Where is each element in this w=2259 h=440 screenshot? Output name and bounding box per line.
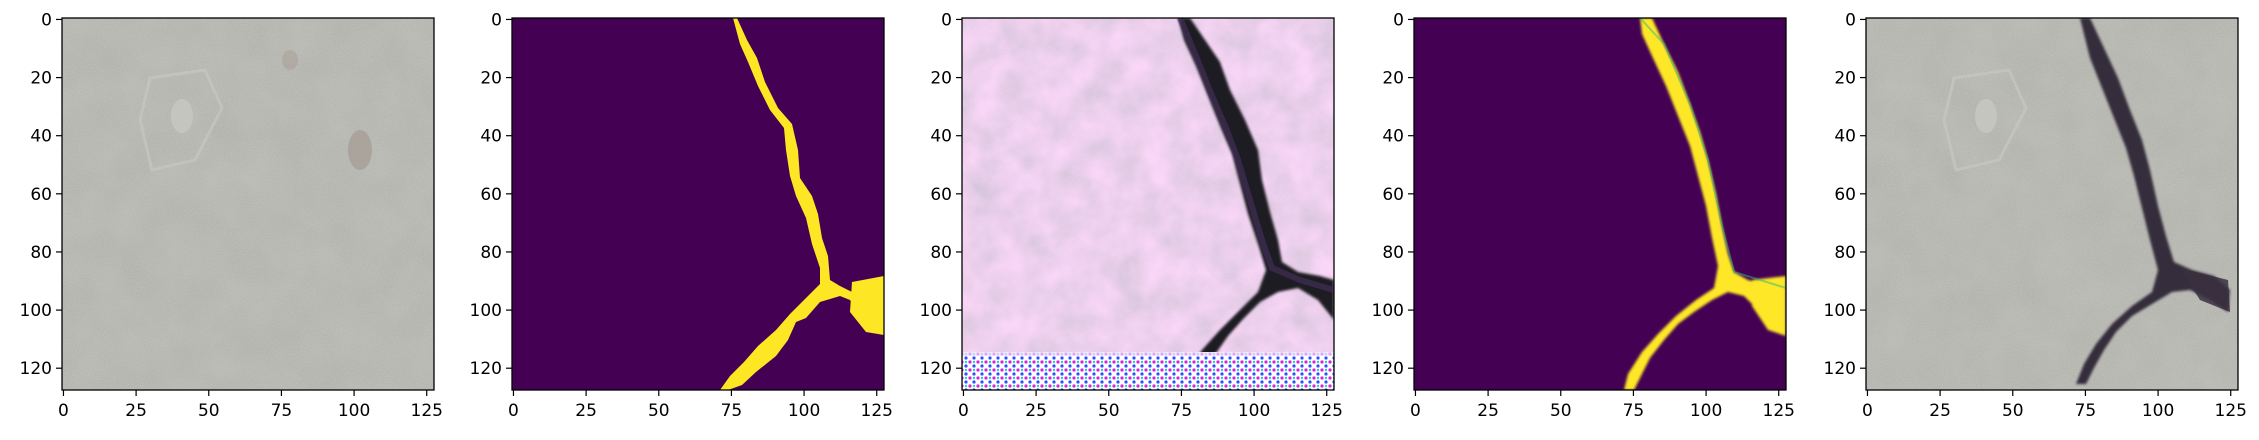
x-tick-label: 25 bbox=[1025, 401, 1047, 421]
ground-truth-mask-raster bbox=[512, 18, 884, 390]
generated-image-raster bbox=[962, 18, 1334, 390]
y-tick-label: 80 bbox=[930, 243, 952, 263]
x-tick-label: 25 bbox=[575, 401, 597, 421]
x-tick-label: 50 bbox=[1550, 401, 1572, 421]
panel-overlay-image bbox=[1865, 17, 2239, 391]
overlay-image-raster bbox=[1866, 18, 2238, 390]
y-tick-label: 60 bbox=[930, 185, 952, 205]
y-tick-label: 100 bbox=[1824, 301, 1856, 321]
x-tick-label: 50 bbox=[198, 401, 220, 421]
x-tick-label: 0 bbox=[508, 401, 519, 421]
y-tick-label: 80 bbox=[480, 243, 502, 263]
x-tick-label: 0 bbox=[958, 401, 969, 421]
x-tick-label: 100 bbox=[788, 401, 820, 421]
y-tick-label: 100 bbox=[1372, 301, 1404, 321]
x-tick-label: 0 bbox=[1862, 401, 1873, 421]
y-tick-label: 20 bbox=[930, 69, 952, 89]
axes-input-image: 0 25 50 75 100 125 0 20 40 60 80 100 120 bbox=[20, 10, 443, 421]
panel-input-image bbox=[61, 17, 435, 391]
axes-generated-image: 0 25 50 75 100 125 0 20 40 60 80 100 120 bbox=[920, 10, 1343, 421]
axes-layer: 0 25 50 75 100 125 0 20 40 60 80 100 120 0 25 50 75 100 12… bbox=[20, 10, 2247, 421]
panel-generated-image bbox=[961, 17, 1335, 391]
y-tick-label: 20 bbox=[480, 69, 502, 89]
y-tick-label: 40 bbox=[1382, 127, 1404, 147]
y-tick-label: 60 bbox=[1834, 185, 1856, 205]
y-tick-label: 0 bbox=[41, 10, 52, 30]
x-tick-label: 125 bbox=[2215, 401, 2247, 421]
axes-overlay-image: 0 25 50 75 100 125 0 20 40 60 80 100 120 bbox=[1824, 10, 2247, 421]
x-tick-label: 25 bbox=[125, 401, 147, 421]
x-tick-label: 0 bbox=[1410, 401, 1421, 421]
y-tick-label: 40 bbox=[480, 127, 502, 147]
axes-predicted-mask: 0 25 50 75 100 125 0 20 40 60 80 100 120 bbox=[1372, 10, 1795, 421]
y-tick-label: 100 bbox=[470, 301, 502, 321]
panel-ground-truth-mask bbox=[511, 17, 885, 391]
y-tick-label: 20 bbox=[1382, 69, 1404, 89]
x-tick-label: 75 bbox=[2075, 401, 2097, 421]
x-tick-label: 125 bbox=[1311, 401, 1343, 421]
y-tick-label: 0 bbox=[1393, 10, 1404, 30]
y-tick-label: 20 bbox=[1834, 69, 1856, 89]
y-tick-label: 40 bbox=[30, 127, 52, 147]
y-tick-label: 60 bbox=[1382, 185, 1404, 205]
y-tick-label: 60 bbox=[30, 185, 52, 205]
predicted-mask-raster bbox=[1414, 18, 1786, 390]
y-tick-label: 120 bbox=[470, 359, 502, 379]
y-tick-label: 100 bbox=[20, 301, 52, 321]
x-tick-label: 125 bbox=[411, 401, 443, 421]
x-tick-label: 75 bbox=[721, 401, 743, 421]
x-tick-label: 50 bbox=[2002, 401, 2024, 421]
y-tick-label: 20 bbox=[30, 69, 52, 89]
y-tick-label: 100 bbox=[920, 301, 952, 321]
x-tick-label: 25 bbox=[1477, 401, 1499, 421]
x-tick-label: 100 bbox=[2142, 401, 2174, 421]
x-tick-label: 75 bbox=[1623, 401, 1645, 421]
y-tick-label: 0 bbox=[941, 10, 952, 30]
x-tick-label: 50 bbox=[1098, 401, 1120, 421]
x-tick-label: 100 bbox=[338, 401, 370, 421]
x-tick-label: 50 bbox=[648, 401, 670, 421]
y-tick-label: 120 bbox=[1824, 359, 1856, 379]
x-tick-label: 75 bbox=[1171, 401, 1193, 421]
x-tick-label: 75 bbox=[271, 401, 293, 421]
axes-ground-truth-mask: 0 25 50 75 100 125 0 20 40 60 80 100 120 bbox=[470, 10, 893, 421]
x-tick-label: 0 bbox=[58, 401, 69, 421]
y-tick-label: 0 bbox=[491, 10, 502, 30]
y-tick-label: 80 bbox=[30, 243, 52, 263]
y-tick-label: 120 bbox=[920, 359, 952, 379]
x-tick-label: 100 bbox=[1238, 401, 1270, 421]
x-tick-label: 25 bbox=[1929, 401, 1951, 421]
y-tick-label: 0 bbox=[1845, 10, 1856, 30]
y-tick-label: 80 bbox=[1834, 243, 1856, 263]
y-tick-label: 120 bbox=[20, 359, 52, 379]
y-tick-label: 40 bbox=[1834, 127, 1856, 147]
x-tick-label: 125 bbox=[1763, 401, 1795, 421]
y-tick-label: 80 bbox=[1382, 243, 1404, 263]
y-tick-label: 40 bbox=[930, 127, 952, 147]
y-tick-label: 60 bbox=[480, 185, 502, 205]
x-tick-label: 125 bbox=[861, 401, 893, 421]
x-tick-label: 100 bbox=[1690, 401, 1722, 421]
input-image-raster bbox=[62, 18, 434, 390]
panel-predicted-mask bbox=[1413, 17, 1787, 391]
y-tick-label: 120 bbox=[1372, 359, 1404, 379]
